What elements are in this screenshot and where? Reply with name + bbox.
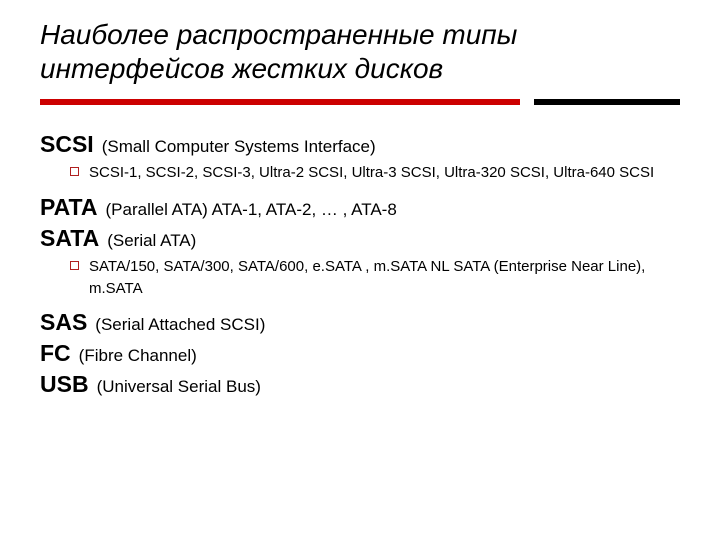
abbr: SCSI [40, 131, 94, 158]
bullet-icon [70, 261, 79, 270]
divider-gap [520, 99, 534, 105]
detail-text: SATA/150, SATA/300, SATA/600, e.SATA , m… [89, 256, 670, 300]
divider-black [534, 99, 680, 105]
abbr: FC [40, 340, 71, 367]
expansion: (Serial ATA) [107, 231, 196, 251]
entry-pata: PATA (Parallel ATA) ATA-1, ATA-2, … , AT… [40, 194, 680, 221]
entry-sata: SATA (Serial ATA) SATA/150, SATA/300, SA… [40, 225, 680, 300]
entry-scsi: SCSI (Small Computer Systems Interface) … [40, 131, 680, 184]
abbr: SAS [40, 309, 87, 336]
abbr: SATA [40, 225, 99, 252]
divider [40, 95, 680, 105]
detail-text: SCSI-1, SCSI-2, SCSI-3, Ultra-2 SCSI, Ul… [89, 162, 654, 184]
bullet-icon [70, 167, 79, 176]
entry-fc: FC (Fibre Channel) [40, 340, 680, 367]
expansion: (Fibre Channel) [79, 346, 197, 366]
divider-red [40, 99, 520, 105]
entry-usb: USB (Universal Serial Bus) [40, 371, 680, 398]
detail-line: SATA/150, SATA/300, SATA/600, e.SATA , m… [70, 256, 670, 300]
detail-line: SCSI-1, SCSI-2, SCSI-3, Ultra-2 SCSI, Ul… [70, 162, 670, 184]
expansion: (Parallel ATA) ATA-1, ATA-2, … , ATA-8 [106, 200, 397, 220]
expansion: (Serial Attached SCSI) [95, 315, 265, 335]
abbr: PATA [40, 194, 98, 221]
slide: Наиболее распространенные типы интерфейс… [0, 0, 720, 540]
abbr: USB [40, 371, 89, 398]
slide-title: Наиболее распространенные типы интерфейс… [40, 18, 680, 85]
expansion: (Small Computer Systems Interface) [102, 137, 376, 157]
entry-sas: SAS (Serial Attached SCSI) [40, 309, 680, 336]
expansion: (Universal Serial Bus) [97, 377, 261, 397]
